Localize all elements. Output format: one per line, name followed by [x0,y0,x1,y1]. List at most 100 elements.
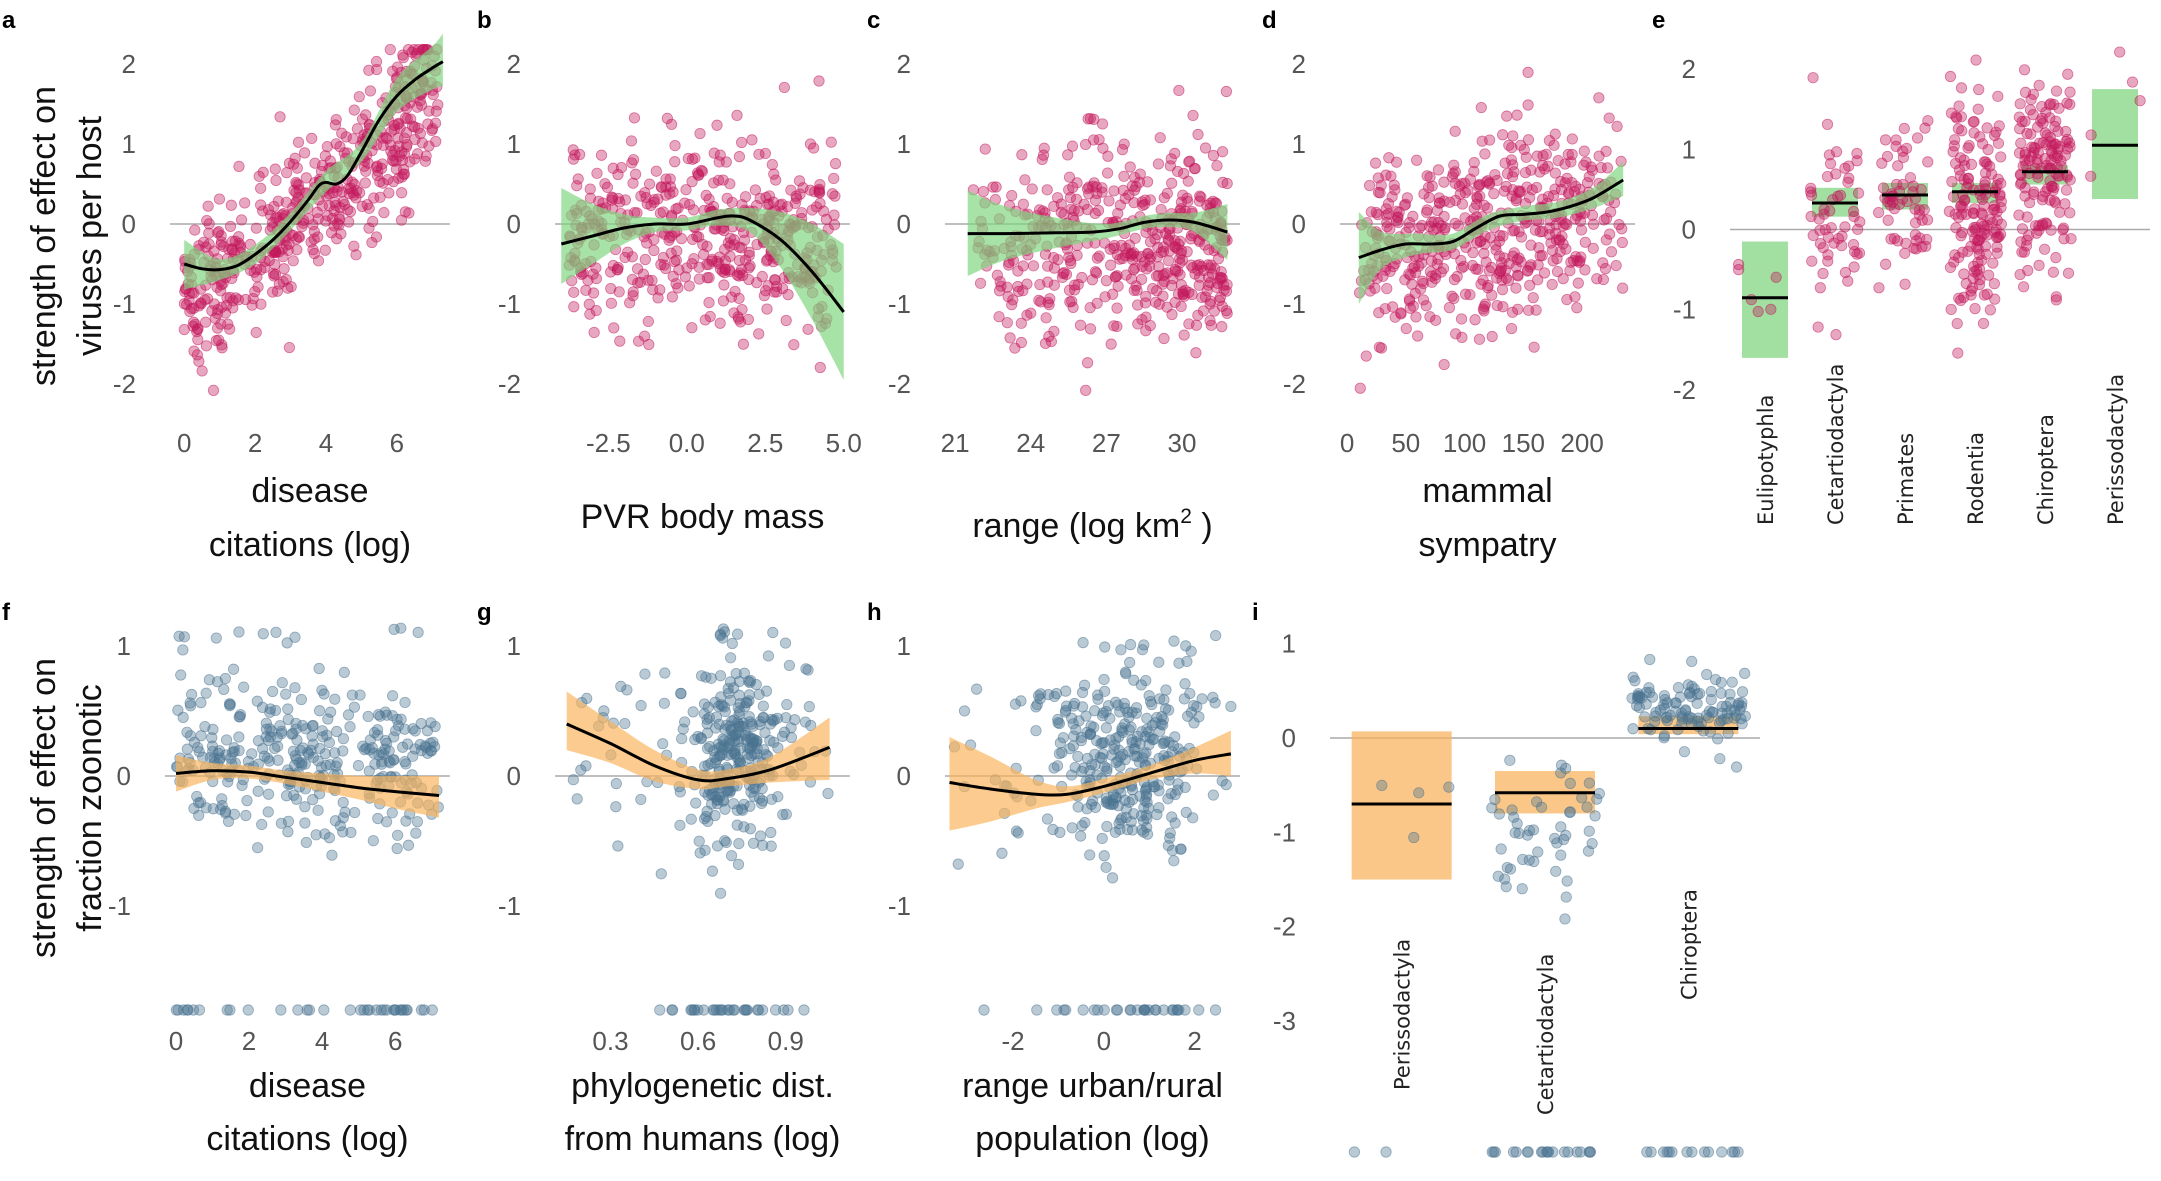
x-axis-label: range urban/rural [962,1067,1223,1105]
data-point [738,234,751,246]
category-label: Primates [1894,433,1918,525]
data-point [789,197,801,209]
data-point [1987,257,1999,269]
data-point [207,384,220,396]
data-point [1553,234,1565,246]
data-point [1581,177,1594,189]
data-point [397,168,410,180]
data-point [1522,99,1534,111]
data-point [619,717,631,730]
data-point [1805,210,1817,223]
data-point [2018,64,2031,76]
data-point [2060,184,2073,196]
data-point [1091,297,1103,309]
x-tick-label: 4 [315,1026,329,1056]
data-point [628,112,641,124]
data-point [643,178,656,190]
data-point [402,43,415,56]
data-point [370,231,383,243]
data-point [1836,230,1848,242]
x-axis-label: PVR body mass [581,498,825,536]
data-point [1503,139,1515,151]
data-point [193,355,205,367]
data-point [698,698,711,710]
data-point [572,173,584,185]
data-point [732,702,744,714]
x-axis-label: mammal [1422,472,1552,510]
data-point [1149,233,1161,245]
data-point [614,335,626,347]
data-point [1207,789,1219,801]
data-point [1042,688,1055,701]
data-point [181,743,193,755]
data-point [262,752,274,764]
data-point [421,725,434,737]
data-point [323,832,336,844]
data-point [768,286,780,298]
data-point [736,136,748,149]
data-point [804,184,816,196]
data-point [270,174,282,187]
data-point [1403,221,1415,234]
data-point [1168,635,1180,647]
data-point [700,189,712,202]
data-point [1360,350,1372,362]
data-point [270,212,282,224]
data-point [675,688,687,700]
data-point [1535,801,1548,813]
data-point [1105,338,1117,350]
data-point [1094,751,1106,763]
data-point [1026,183,1038,195]
data-point [1072,750,1084,763]
data-point [1952,347,1964,359]
data-point [635,700,647,712]
data-point [1385,170,1397,182]
data-point [1188,163,1201,175]
data-point [743,689,755,701]
data-point [1686,655,1698,668]
category-label: Chiroptera [1677,889,1701,1000]
data-point [333,213,346,225]
data-point [1955,82,1968,94]
x-axis-label: population (log) [975,1120,1209,1158]
data-point [658,697,670,709]
data-point [1987,204,1999,216]
data-point [363,765,375,777]
panel-e: e -2 -1 0 1 2 Eulipotyphla Cetartiodactyla Prima… [1652,7,2150,525]
data-point [1528,855,1540,868]
x-tick-label: 2 [242,1026,256,1056]
data-point [1566,133,1578,145]
data-point [339,806,351,818]
data-point [1432,164,1445,176]
data-point [361,199,373,211]
x-tick-label: -2 [1002,1026,1025,1056]
data-point [584,183,596,195]
data-point [627,177,639,189]
data-point [394,122,406,134]
data-point [1963,140,1975,152]
data-point [1564,777,1576,789]
data-point [701,718,713,730]
data-point [1041,813,1054,825]
data-point [215,239,227,251]
data-point [687,706,699,718]
data-point [2053,102,2065,114]
data-point [1469,314,1481,326]
data-point [269,163,281,175]
data-point [1108,743,1120,755]
data-point [1890,134,1902,146]
data-point [269,742,281,755]
data-point [1158,332,1170,345]
data-point [685,813,697,825]
data-point [1421,206,1433,219]
data-point [1486,330,1498,343]
data-point [310,829,322,841]
data-point [349,806,361,819]
data-point [1478,247,1490,260]
data-point [300,836,312,849]
data-point [1110,1004,1123,1016]
data-point [1173,84,1185,97]
data-point [1983,269,1995,281]
data-point [322,713,334,725]
data-point [1977,317,1990,330]
